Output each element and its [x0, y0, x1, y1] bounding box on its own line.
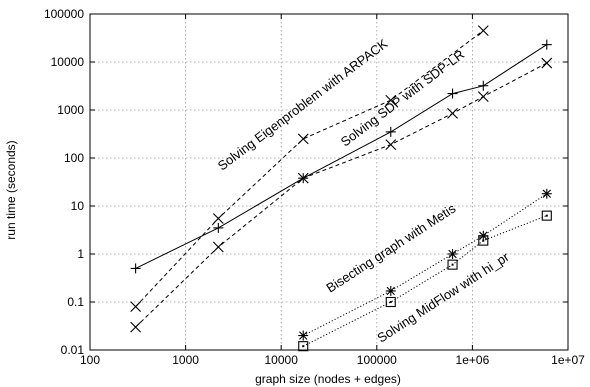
- data-point-square: [541, 210, 552, 221]
- series-1: [130, 57, 553, 333]
- x-axis-label: graph size (nodes + edges): [255, 372, 401, 386]
- data-point-square: [298, 341, 309, 352]
- x-tick-label: 1e+07: [551, 353, 585, 367]
- y-tick-label: 100: [64, 151, 84, 165]
- data-point-x: [297, 172, 309, 184]
- y-tick-label: 0.1: [67, 295, 84, 309]
- data-point-plus: [213, 222, 224, 233]
- data-point-x: [385, 94, 397, 106]
- data-point-x: [477, 25, 489, 37]
- series-0: [130, 39, 552, 274]
- axis-ticks: 100 1000 10000 100000 1e+06 1e+07 0.01 0.1 1 10 10…: [44, 7, 585, 367]
- data-point-x: [541, 57, 553, 69]
- annotation-metis: Bisecting graph with Metis: [323, 200, 458, 295]
- data-point-x: [385, 139, 397, 151]
- series-4: [298, 210, 552, 352]
- grid-lines: [90, 14, 568, 350]
- x-tick-label: 100: [80, 353, 100, 367]
- data-point-x: [477, 91, 489, 103]
- y-tick-label: 10: [71, 199, 85, 213]
- x-tick-label: 10000: [265, 353, 299, 367]
- data-point-plus: [385, 126, 396, 137]
- y-tick-label: 1000: [57, 103, 84, 117]
- x-tick-label: 100000: [357, 353, 397, 367]
- y-tick-label: 1: [77, 247, 84, 261]
- series-line: [135, 30, 484, 308]
- data-point-x: [212, 241, 224, 253]
- x-tick-label: 1000: [172, 353, 199, 367]
- series-2: [130, 25, 489, 313]
- x-tick-label: 1e+06: [456, 353, 490, 367]
- data-point-x: [297, 133, 309, 145]
- data-point-x: [130, 301, 142, 313]
- data-point-plus: [541, 39, 552, 50]
- data-point-star: [541, 188, 552, 199]
- data-point-star: [385, 285, 396, 296]
- data-point-square: [478, 235, 489, 246]
- data-point-square: [447, 259, 458, 270]
- series-layer: [130, 25, 553, 352]
- y-tick-label: 10000: [51, 55, 85, 69]
- data-point-square: [385, 296, 396, 308]
- data-point-star: [447, 249, 458, 259]
- plot-frame: [89, 13, 569, 351]
- data-point-x: [212, 213, 224, 224]
- data-point-plus: [130, 263, 141, 274]
- y-tick-label: 100000: [44, 7, 84, 21]
- data-point-plus: [478, 80, 489, 91]
- data-point-plus: [447, 88, 458, 99]
- y-tick-label: 0.01: [61, 343, 85, 357]
- data-point-star: [298, 330, 309, 341]
- data-point-x: [447, 107, 458, 119]
- y-axis-label: run time (seconds): [4, 140, 18, 239]
- annotation-arpack: Solving Eigenproblem with ARPACK: [215, 36, 391, 174]
- data-point-x: [130, 321, 142, 333]
- series-3: [298, 188, 552, 341]
